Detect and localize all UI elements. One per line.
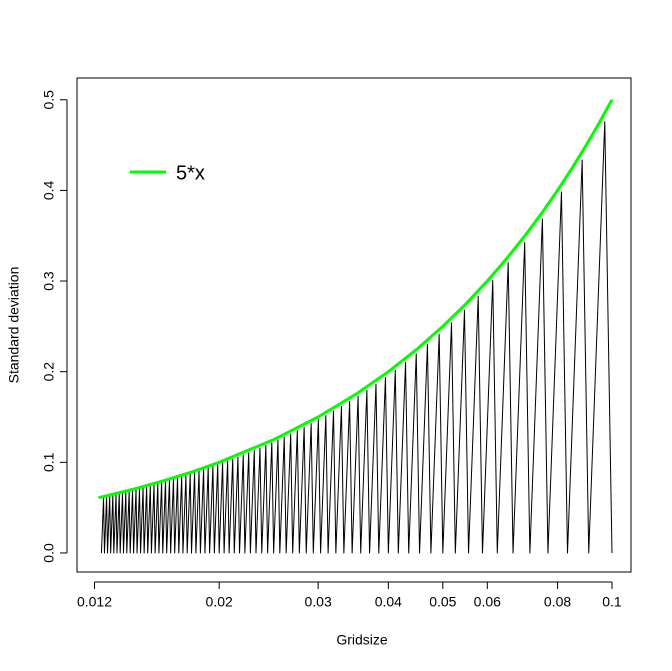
x-tick-label: 0.05 — [429, 594, 456, 610]
y-axis-label: Standard deviation — [6, 267, 22, 384]
y-tick-label: 0.0 — [41, 543, 57, 563]
x-tick-label: 0.02 — [206, 594, 233, 610]
x-tick-label: 0.08 — [544, 594, 571, 610]
x-tick-label: 0.04 — [375, 594, 402, 610]
x-tick-label: 0.012 — [77, 594, 112, 610]
legend-label: 5*x — [176, 162, 205, 184]
series-line — [100, 121, 613, 554]
plot-frame — [76, 77, 632, 573]
x-tick-label: 0.1 — [602, 594, 622, 610]
y-tick-label: 0.3 — [41, 271, 57, 291]
y-tick-label: 0.4 — [41, 180, 57, 200]
x-tick-label: 0.03 — [305, 594, 332, 610]
y-tick-label: 0.2 — [41, 362, 57, 382]
x-axis-label: Gridsize — [336, 632, 388, 648]
y-tick-label: 0.5 — [41, 90, 57, 110]
series-line — [98, 99, 614, 500]
x-tick-label: 0.06 — [474, 594, 501, 610]
y-tick-label: 0.1 — [41, 452, 57, 472]
